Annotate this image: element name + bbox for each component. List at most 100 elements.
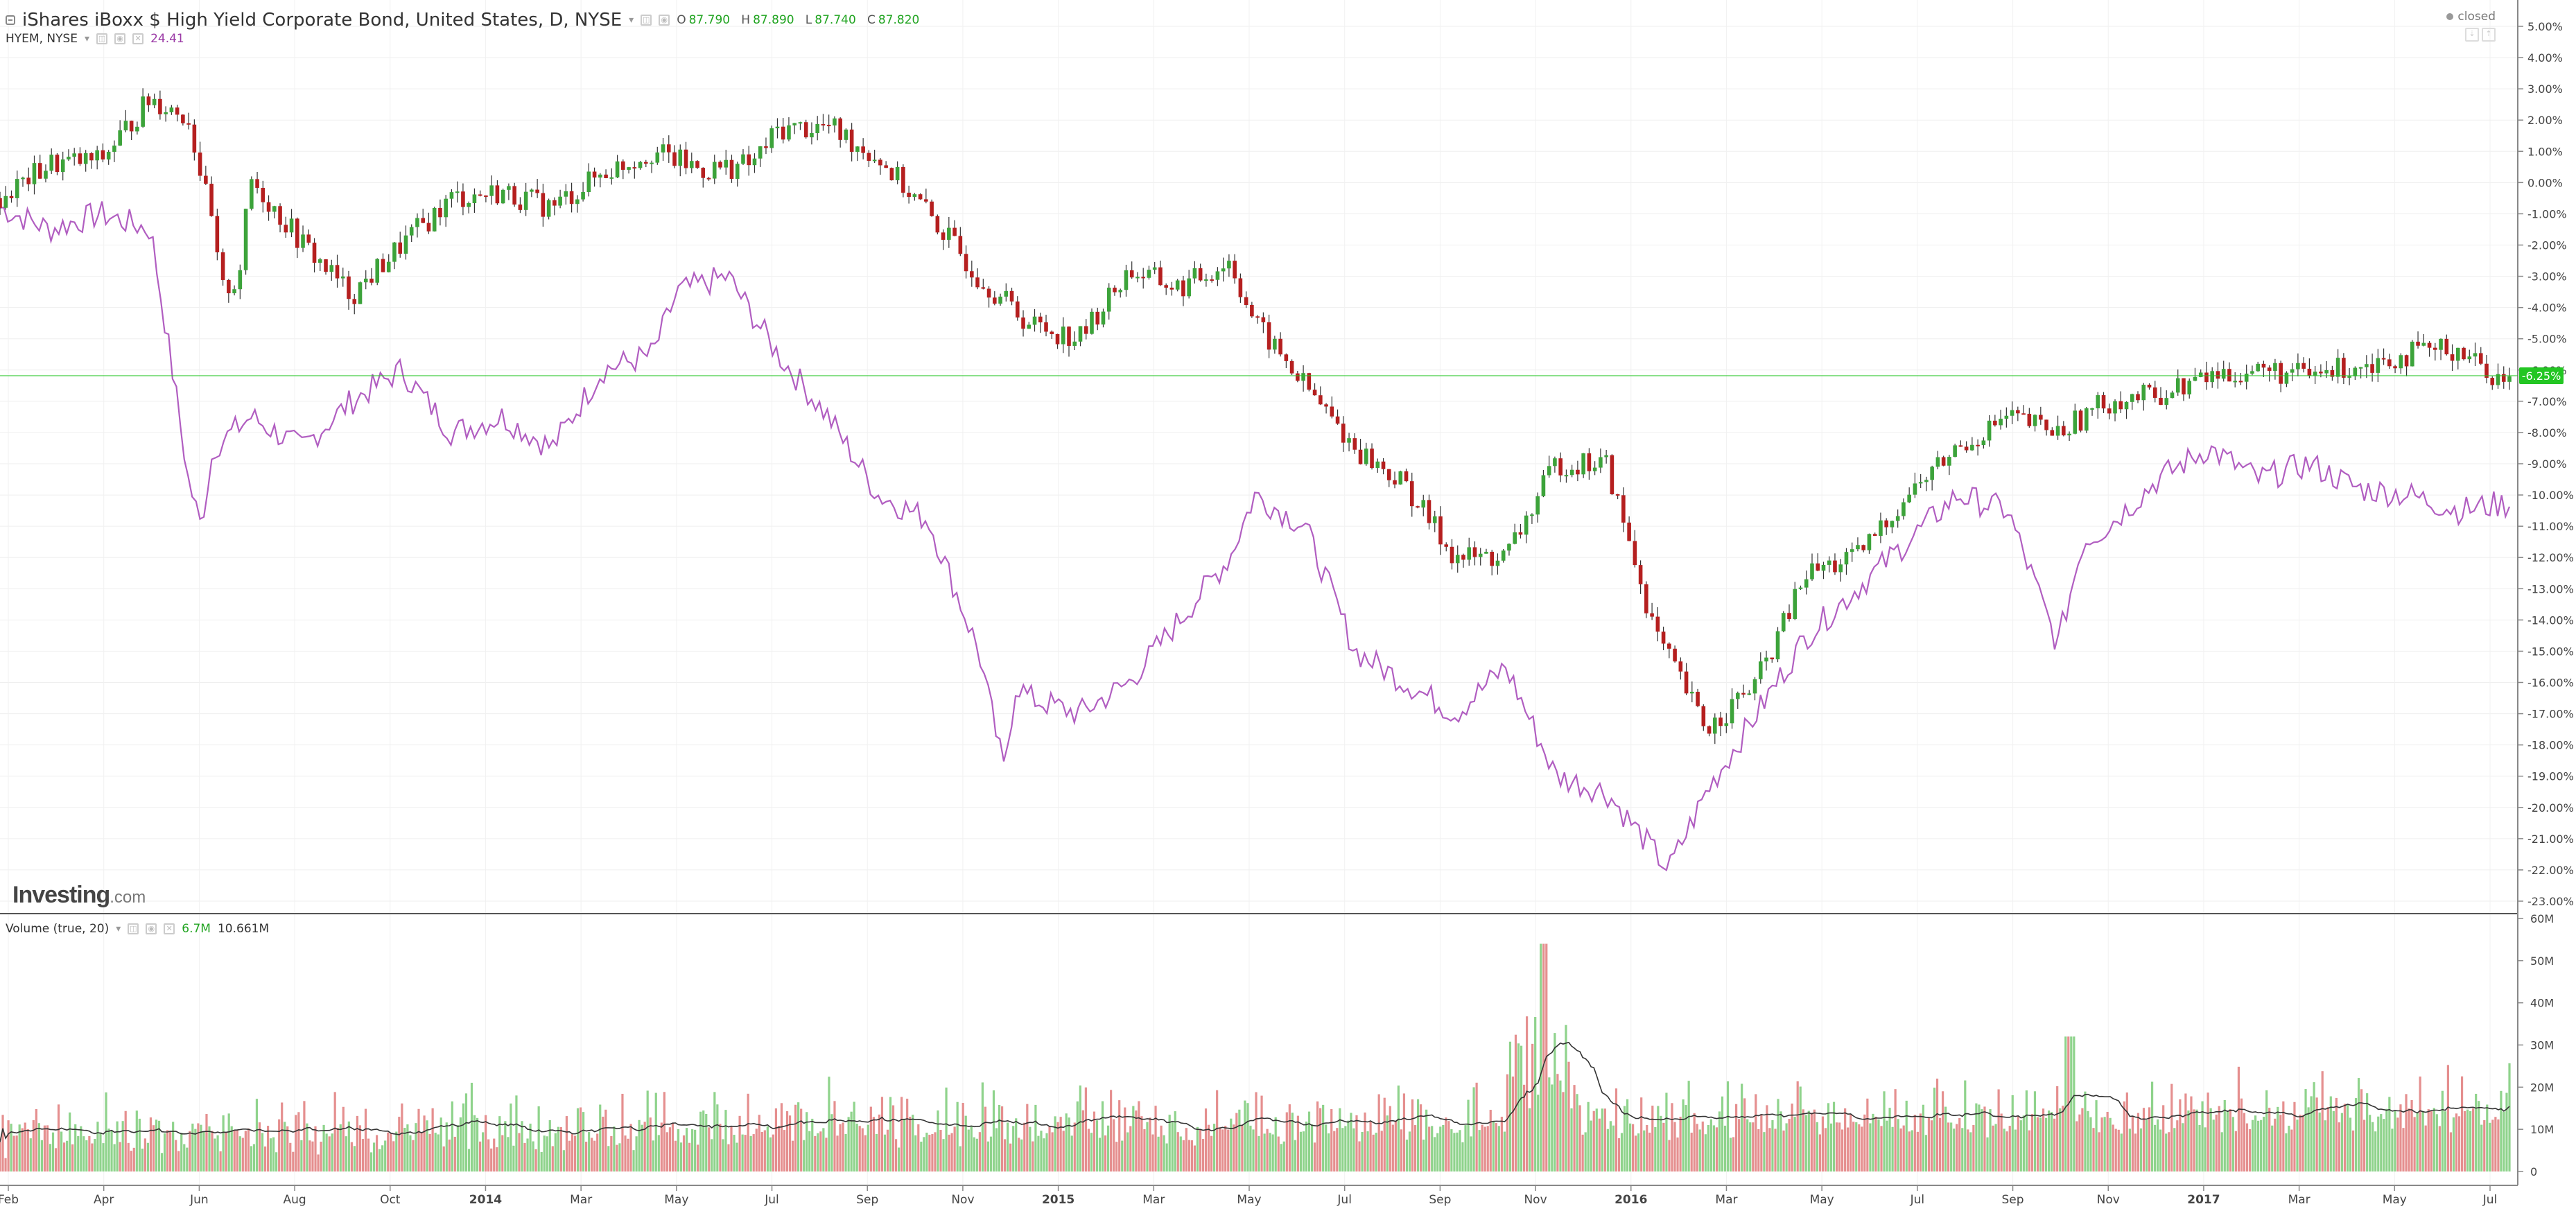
eye-icon[interactable]: ◉	[114, 33, 126, 44]
volume-label[interactable]: Volume (true, 20)	[6, 922, 110, 936]
volume-bar	[1746, 1119, 1749, 1171]
volume-bar	[333, 1092, 336, 1171]
candle-body	[1513, 532, 1517, 544]
volume-bar	[2369, 1115, 2372, 1171]
volume-bar	[2396, 1117, 2399, 1171]
time-tick-label: Sep	[1429, 1193, 1451, 1207]
volume-bar	[286, 1126, 289, 1171]
chevron-down-icon[interactable]: ▾	[629, 15, 634, 26]
candle-body	[2033, 415, 2037, 426]
candle-body	[643, 162, 648, 164]
volume-bar	[2457, 1116, 2461, 1171]
volume-bar	[2435, 1114, 2438, 1171]
volume-bar	[37, 1123, 40, 1171]
candle-body	[1444, 544, 1449, 547]
candle-body	[1981, 440, 1986, 446]
candle-body	[2233, 381, 2237, 383]
volume-bar	[2427, 1109, 2430, 1171]
candle-body	[2118, 401, 2123, 410]
candle-body	[1678, 661, 1683, 672]
candle-body	[2376, 358, 2381, 373]
volume-bar	[878, 1114, 881, 1171]
candle-body	[272, 206, 277, 212]
volume-bar	[4, 1158, 7, 1171]
symbol-title[interactable]: iShares iBoxx $ High Yield Corporate Bon…	[22, 10, 623, 31]
chevron-down-icon[interactable]: ▾	[116, 923, 121, 934]
candle-body	[1484, 551, 1488, 554]
candle-body	[826, 125, 831, 127]
eye-icon[interactable]: ◉	[659, 15, 670, 26]
price-tick-label: -13.00%	[2527, 582, 2574, 595]
volume-bar	[573, 1135, 577, 1171]
volume-bar	[2251, 1119, 2254, 1171]
candle-body	[1856, 545, 1860, 550]
volume-bar	[297, 1112, 300, 1171]
candle-body	[1238, 278, 1243, 297]
volume-bar	[1065, 1113, 1068, 1171]
chevron-down-icon[interactable]: ▾	[85, 33, 90, 44]
volume-bar	[347, 1121, 350, 1171]
volume-bar	[1068, 1117, 1070, 1171]
close-icon[interactable]: ✕	[164, 923, 175, 934]
candle-body	[1158, 267, 1163, 286]
eye-icon[interactable]: ◉	[146, 923, 157, 934]
volume-bar	[390, 1133, 392, 1171]
candle-body	[1696, 691, 1700, 706]
volume-bar	[1282, 1141, 1285, 1171]
compare-symbol[interactable]: HYEM, NYSE	[6, 32, 78, 46]
volume-bar	[2277, 1106, 2279, 1171]
candle-body	[1393, 480, 1397, 485]
volume-bar	[1880, 1126, 1883, 1171]
volume-bar	[1492, 1122, 1495, 1171]
candle-body	[1490, 551, 1495, 566]
volume-bar	[2092, 1128, 2095, 1171]
candle-body	[2175, 378, 2180, 393]
volume-bar	[646, 1090, 649, 1171]
volume-bar	[657, 1135, 660, 1171]
volume-bar	[2095, 1100, 2098, 1171]
volume-bar	[1729, 1138, 1732, 1171]
volume-bar	[2310, 1096, 2313, 1171]
volume-bar	[769, 1137, 772, 1171]
volume-bar	[708, 1127, 711, 1171]
volume-bar	[766, 1126, 769, 1171]
candle-body	[844, 129, 848, 140]
settings-icon[interactable]: ◫	[641, 15, 652, 26]
compare-legend: HYEM, NYSE ▾ ◫ ◉ ✕ 24.41	[6, 32, 184, 46]
settings-icon[interactable]: ◫	[96, 33, 108, 44]
volume-bar	[233, 1130, 236, 1171]
candle-body	[152, 98, 157, 105]
candle-body	[1084, 326, 1088, 334]
volume-bar	[236, 1130, 238, 1171]
volume-bar	[772, 1134, 774, 1171]
volume-bar	[1774, 1129, 1777, 1171]
volume-bar	[1749, 1122, 1752, 1171]
collapse-legend-icon[interactable]	[6, 15, 15, 25]
volume-bar	[1654, 1126, 1657, 1171]
volume-bar	[102, 1143, 105, 1171]
candle-body	[1718, 717, 1723, 726]
volume-bar	[1824, 1128, 1827, 1171]
candle-body	[833, 118, 837, 125]
arrow-up-icon[interactable]: ⇡	[2482, 28, 2496, 42]
close-icon[interactable]: ✕	[132, 33, 144, 44]
candle-body	[169, 107, 174, 112]
volume-bar	[1459, 1130, 1461, 1171]
volume-bar	[1964, 1080, 1967, 1171]
volume-bar	[1766, 1105, 1768, 1171]
volume-bar	[803, 1140, 806, 1171]
volume-bar	[526, 1138, 529, 1171]
volume-bar	[1858, 1124, 1861, 1171]
volume-bar	[671, 1122, 675, 1171]
volume-bar	[1673, 1122, 1676, 1171]
volume-bar	[2030, 1114, 2034, 1171]
arrow-down-icon[interactable]: ⇣	[2465, 28, 2479, 42]
volume-bar	[2025, 1090, 2028, 1171]
settings-icon[interactable]: ◫	[128, 923, 139, 934]
candle-body	[1450, 546, 1454, 564]
candle-body	[106, 152, 111, 160]
volume-bar	[1104, 1135, 1107, 1171]
candle-body	[101, 150, 105, 160]
last-price-label: -6.25%	[2522, 369, 2561, 383]
volume-bar	[1587, 1101, 1590, 1171]
